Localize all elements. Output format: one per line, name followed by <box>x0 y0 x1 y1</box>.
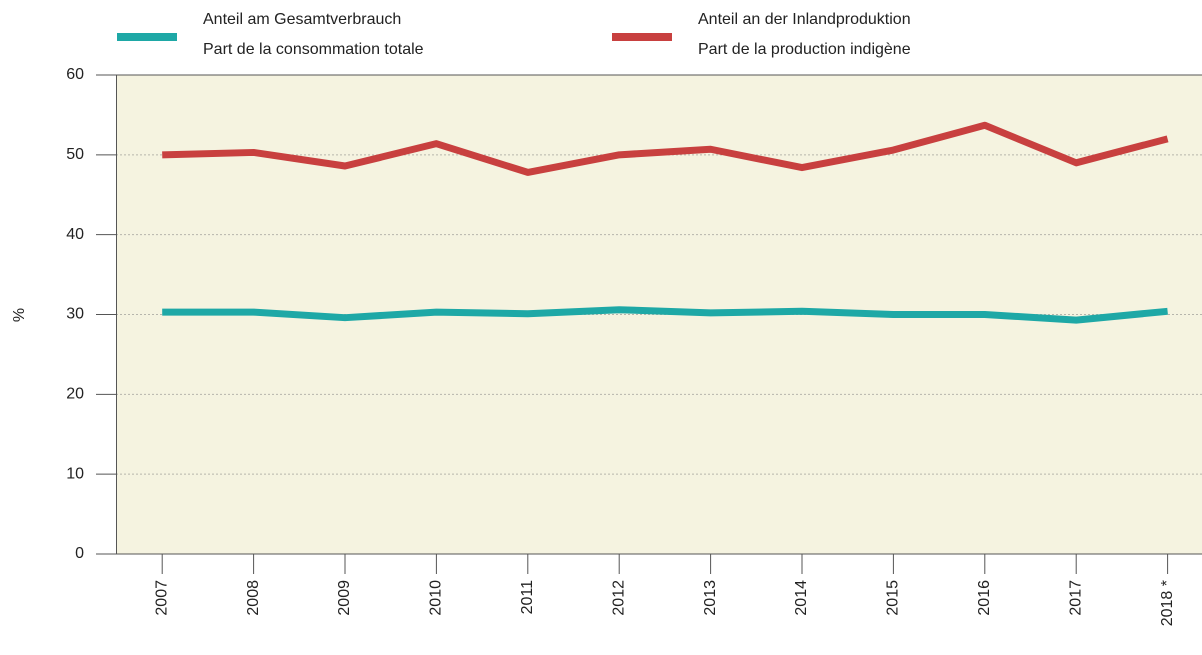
x-tick-label: 2015 <box>885 580 902 616</box>
line-series <box>162 121 1169 176</box>
legend-label: Anteil an der Inlandproduktion <box>698 11 911 28</box>
y-tick-label: 50 <box>66 146 84 163</box>
x-tick-label: 2010 <box>428 580 445 616</box>
x-tick-label: 2016 <box>976 580 993 616</box>
legend-label: Part de la consommation totale <box>203 41 424 58</box>
legend-label: Anteil am Gesamtverbrauch <box>203 11 401 28</box>
x-tick-label: 2013 <box>702 580 719 616</box>
line-series <box>162 306 1168 324</box>
y-tick-label: 10 <box>66 465 84 482</box>
x-tick-label: 2018 * <box>1159 580 1176 626</box>
x-tick-label: 2009 <box>336 580 353 616</box>
y-tick-label: 30 <box>66 306 84 323</box>
x-tick-label: 2017 <box>1067 580 1084 616</box>
y-tick-label: 0 <box>75 545 84 562</box>
x-tick-label: 2007 <box>153 580 170 616</box>
x-tick-label: 2011 <box>519 580 536 615</box>
y-axis-label: % <box>11 308 28 322</box>
x-tick-label: 2008 <box>245 580 262 616</box>
x-tick-label: 2012 <box>610 580 627 616</box>
y-tick-label: 60 <box>66 66 84 83</box>
legend-label: Part de la production indigène <box>698 41 911 58</box>
y-tick-label: 20 <box>66 386 84 403</box>
y-tick-label: 40 <box>66 226 84 243</box>
x-tick-label: 2014 <box>793 580 810 616</box>
